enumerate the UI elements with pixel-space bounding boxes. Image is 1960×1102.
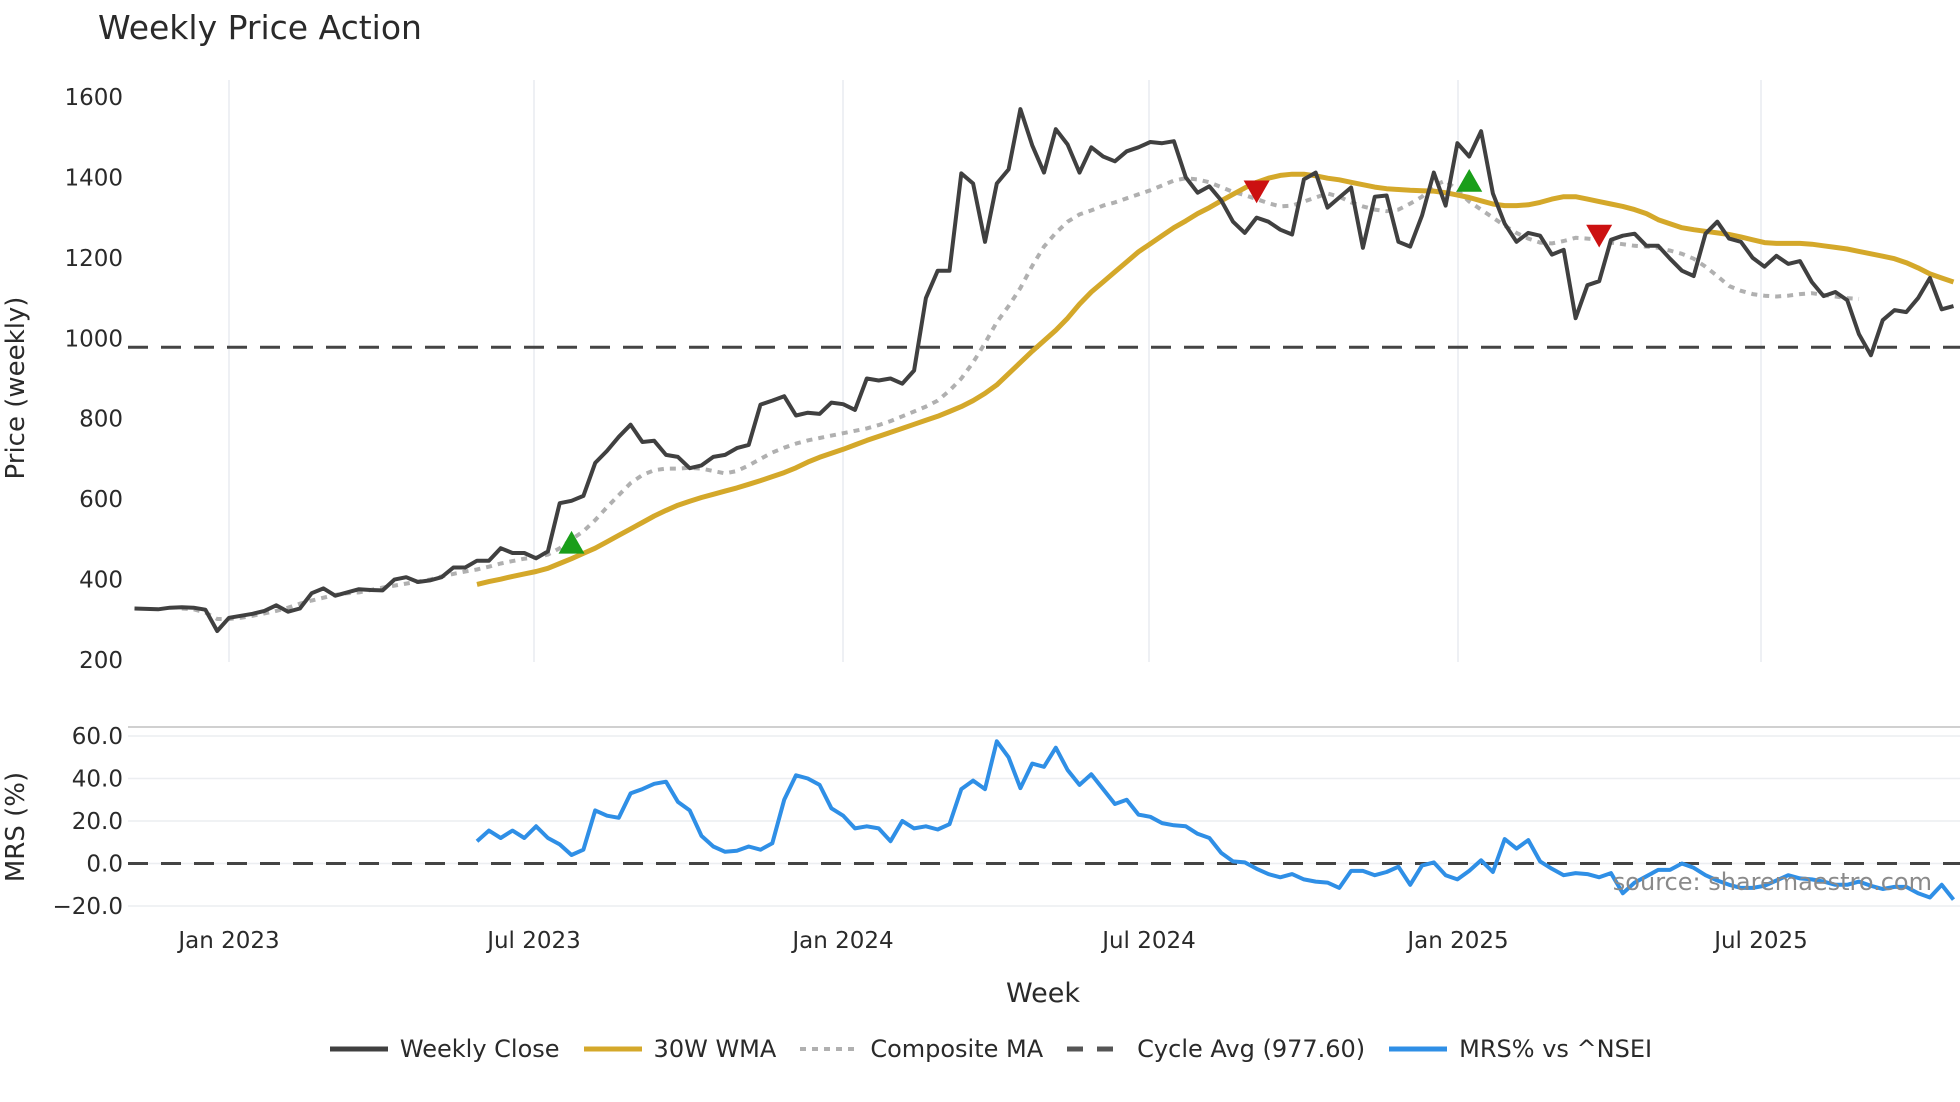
legend-label: MRS% vs ^NSEI bbox=[1459, 1035, 1653, 1063]
legend-swatch-icon bbox=[583, 1046, 642, 1052]
series-mrs-vs-nsei bbox=[475, 739, 1956, 901]
buy-signal-marker bbox=[1456, 168, 1483, 192]
source-watermark: source: sharemaestro.com bbox=[1613, 868, 1932, 896]
legend-item[interactable]: Cycle Avg (977.60) bbox=[1065, 1035, 1365, 1063]
svg-text:800: 800 bbox=[79, 407, 123, 433]
svg-text:600: 600 bbox=[79, 487, 123, 513]
svg-text:−20.0: −20.0 bbox=[53, 894, 123, 920]
legend-label: 30W WMA bbox=[653, 1035, 777, 1063]
legend-item[interactable]: Composite MA bbox=[798, 1035, 1043, 1063]
buy-signal-marker bbox=[558, 530, 585, 554]
price-y-axis-ticks: 200 400 600 800 1000 1200 1400 1600 bbox=[64, 85, 123, 674]
price-y-axis-label: Price (weekly) bbox=[1, 297, 31, 480]
svg-text:Jul 2024: Jul 2024 bbox=[1100, 928, 1196, 954]
svg-text:40.0: 40.0 bbox=[72, 767, 123, 793]
svg-text:Jul 2025: Jul 2025 bbox=[1712, 928, 1808, 954]
chart-title: Weekly Price Action bbox=[98, 8, 422, 47]
svg-text:1000: 1000 bbox=[64, 326, 123, 352]
legend-item[interactable]: 30W WMA bbox=[582, 1035, 777, 1063]
legend-swatch-icon bbox=[1067, 1046, 1126, 1052]
legend-swatch-icon bbox=[800, 1047, 859, 1051]
mrs-y-axis-ticks: −20.0 0.0 20.0 40.0 60.0 bbox=[53, 724, 123, 920]
mrs-y-axis-label: MRS (%) bbox=[1, 772, 31, 882]
svg-text:1400: 1400 bbox=[64, 165, 123, 191]
legend-label: Cycle Avg (977.60) bbox=[1137, 1035, 1366, 1063]
series-30w-wma bbox=[476, 171, 1955, 587]
signal-markers bbox=[558, 168, 1613, 554]
svg-text:Jan 2024: Jan 2024 bbox=[790, 928, 893, 954]
legend-swatch-icon bbox=[329, 1046, 388, 1052]
chart-legend: Weekly Close 30W WMA Composite MA Cycle Avg… bbox=[0, 1035, 1960, 1063]
mrs-series-lines bbox=[128, 739, 1960, 901]
legend-swatch-icon bbox=[1389, 1046, 1448, 1052]
svg-text:20.0: 20.0 bbox=[72, 809, 123, 835]
legend-label: Weekly Close bbox=[399, 1035, 560, 1063]
price-gridlines bbox=[228, 80, 1762, 662]
svg-text:1200: 1200 bbox=[64, 246, 123, 272]
legend-label: Composite MA bbox=[870, 1035, 1044, 1063]
price-series-lines bbox=[128, 107, 1960, 633]
series-weekly-close bbox=[134, 107, 1955, 633]
x-axis-label: Week bbox=[1006, 978, 1080, 1009]
svg-text:200: 200 bbox=[79, 648, 123, 674]
legend-item[interactable]: Weekly Close bbox=[328, 1035, 560, 1063]
svg-text:1600: 1600 bbox=[64, 85, 123, 111]
sell-signal-marker bbox=[1243, 180, 1270, 204]
legend-item[interactable]: MRS% vs ^NSEI bbox=[1387, 1035, 1652, 1063]
svg-text:Jul 2023: Jul 2023 bbox=[485, 928, 581, 954]
svg-text:Jan 2023: Jan 2023 bbox=[176, 928, 279, 954]
sell-signal-marker bbox=[1586, 224, 1613, 248]
series-composite-ma bbox=[181, 176, 1860, 621]
svg-text:Jan 2025: Jan 2025 bbox=[1405, 928, 1508, 954]
svg-text:60.0: 60.0 bbox=[72, 724, 123, 750]
svg-text:0.0: 0.0 bbox=[86, 852, 123, 878]
svg-text:400: 400 bbox=[79, 568, 123, 594]
x-axis-ticks: Jan 2023 Jul 2023 Jan 2024 Jul 2024 Jan 2025… bbox=[176, 928, 1807, 954]
